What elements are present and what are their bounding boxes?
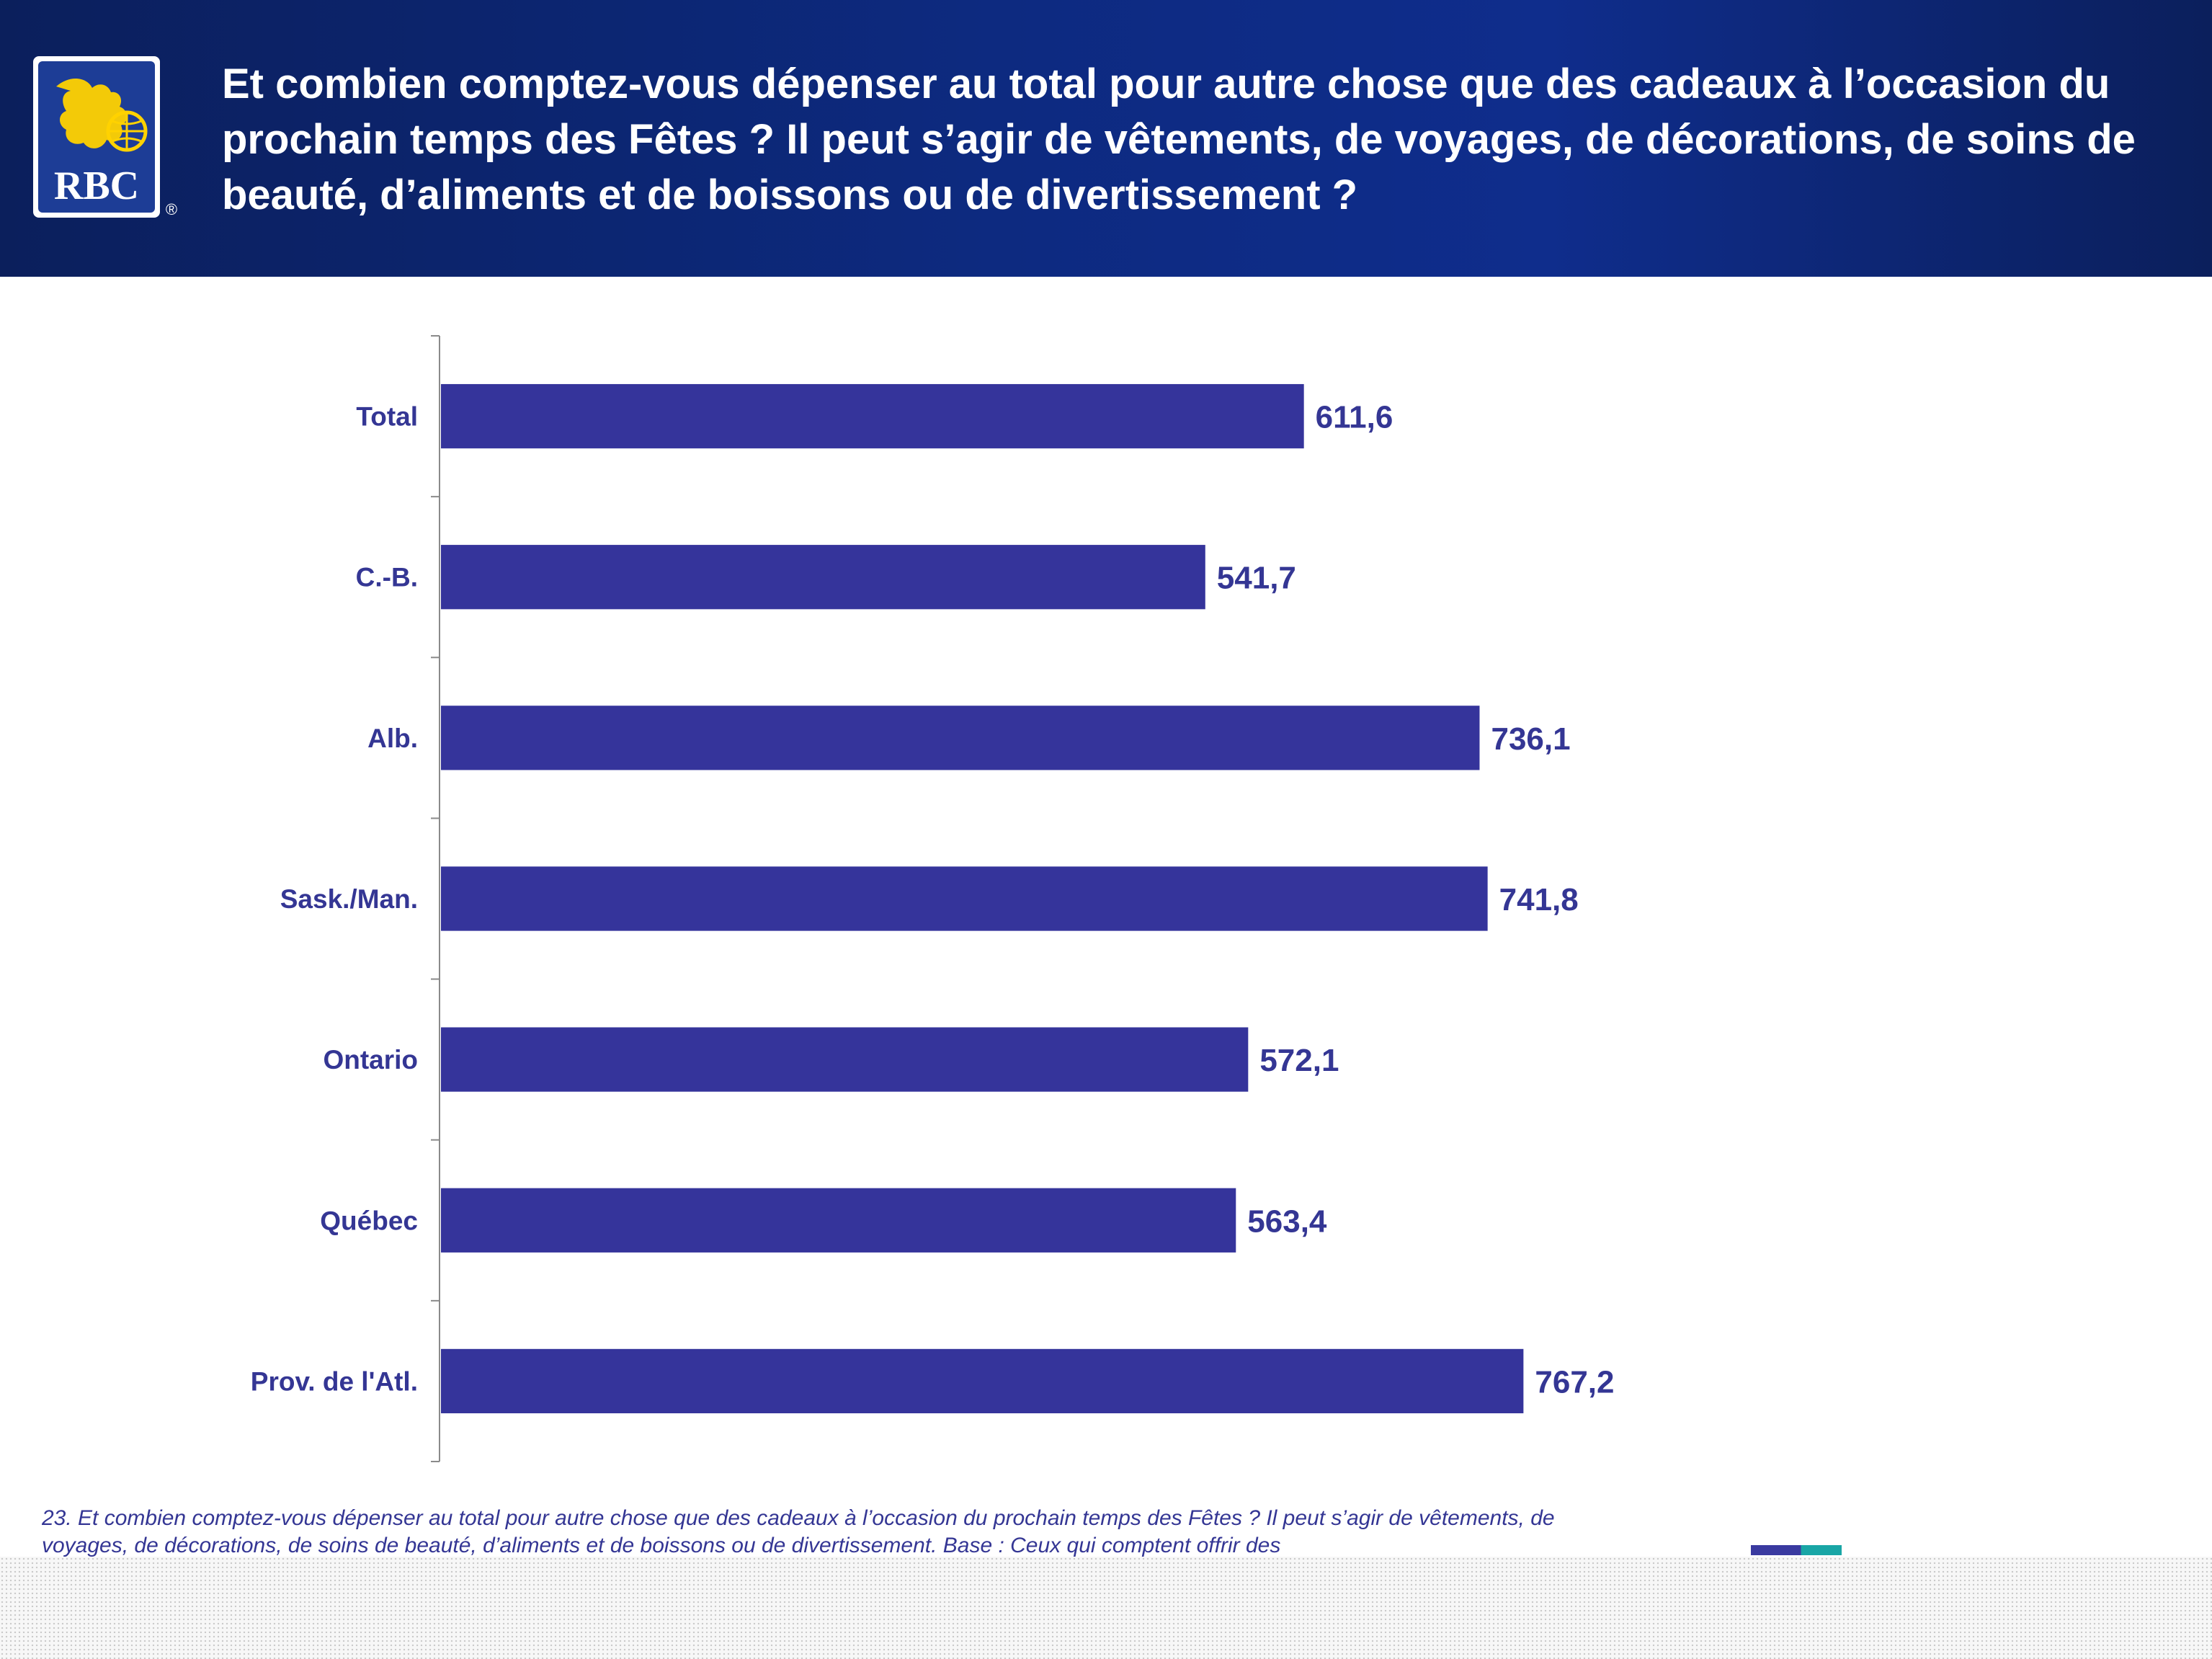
bar <box>441 866 1488 931</box>
bar <box>441 1348 1524 1414</box>
value-label: 572,1 <box>1259 1043 1339 1078</box>
header-banner: RBC ® Et combien comptez-vous dépenser a… <box>0 0 2212 277</box>
bar <box>441 383 1304 449</box>
category-label: Alb. <box>367 724 418 753</box>
bar-chart: Total 611,6 C.-B. 541,7 Alb. 736,1 Sask./Man. 7… <box>0 277 2212 1495</box>
bar-chart-svg: Total 611,6 C.-B. 541,7 Alb. 736,1 Sask./Man. 7… <box>251 335 1615 1462</box>
value-label: 611,6 <box>1316 400 1393 435</box>
rbc-logo-shield: RBC ® <box>33 56 177 218</box>
rbc-logo: RBC ® <box>32 55 180 222</box>
value-label: 741,8 <box>1499 882 1579 917</box>
bars <box>441 383 1524 1414</box>
corner-mark <box>1751 1545 1842 1555</box>
category-label: Sask./Man. <box>280 884 418 914</box>
footnote: 23. Et combien comptez-vous dépenser au … <box>42 1506 1555 1557</box>
value-label: 541,7 <box>1217 561 1296 596</box>
bar <box>441 545 1205 610</box>
value-label: 563,4 <box>1247 1204 1327 1239</box>
logo-registered-mark: ® <box>166 200 177 218</box>
category-label: C.-B. <box>356 563 418 592</box>
category-label: Ontario <box>323 1045 418 1075</box>
page-title: Et combien comptez-vous dépenser au tota… <box>222 61 2136 218</box>
bottom-pattern-band <box>0 1557 2212 1659</box>
logo-text: RBC <box>54 164 139 208</box>
value-label: 767,2 <box>1535 1364 1614 1400</box>
bar <box>441 706 1480 770</box>
category-label: Québec <box>320 1206 418 1235</box>
category-axis <box>431 335 440 1462</box>
value-label: 736,1 <box>1491 721 1570 757</box>
labels: Total 611,6 C.-B. 541,7 Alb. 736,1 Sask./Man. 7… <box>251 400 1615 1400</box>
bar <box>441 1027 1249 1092</box>
bar <box>441 1188 1236 1253</box>
category-label: Total <box>356 402 418 432</box>
category-label: Prov. de l'Atl. <box>251 1366 418 1396</box>
